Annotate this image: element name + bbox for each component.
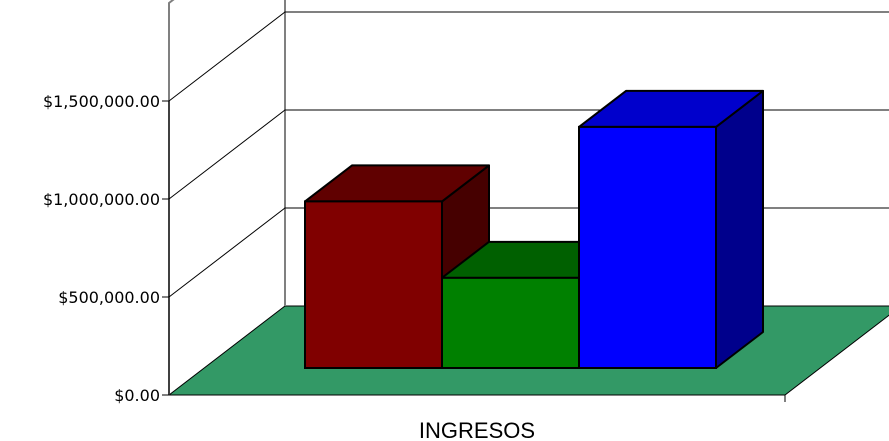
- bar-front: [578, 125, 717, 369]
- bars: [304, 89, 764, 369]
- bar-front: [304, 200, 443, 369]
- gridline: [168, 109, 889, 200]
- gridline: [168, 11, 889, 102]
- bar: [578, 89, 764, 369]
- category-label: INGRESOS: [419, 418, 535, 441]
- bar-side: [715, 89, 764, 369]
- category-labels: INGRESOS: [419, 418, 535, 441]
- y-tick-label: $500,000.00: [58, 288, 160, 307]
- y-tick-labels: $0.00 $500,000.00 $1,000,000.00 $1,500,000.…: [43, 92, 169, 405]
- y-tick-label: $1,000,000.00: [43, 190, 160, 209]
- y-tick-label: $1,500,000.00: [43, 92, 160, 111]
- bar-front: [441, 276, 580, 369]
- y-tick-label: $0.00: [114, 386, 160, 405]
- value-axis: [168, 101, 786, 402]
